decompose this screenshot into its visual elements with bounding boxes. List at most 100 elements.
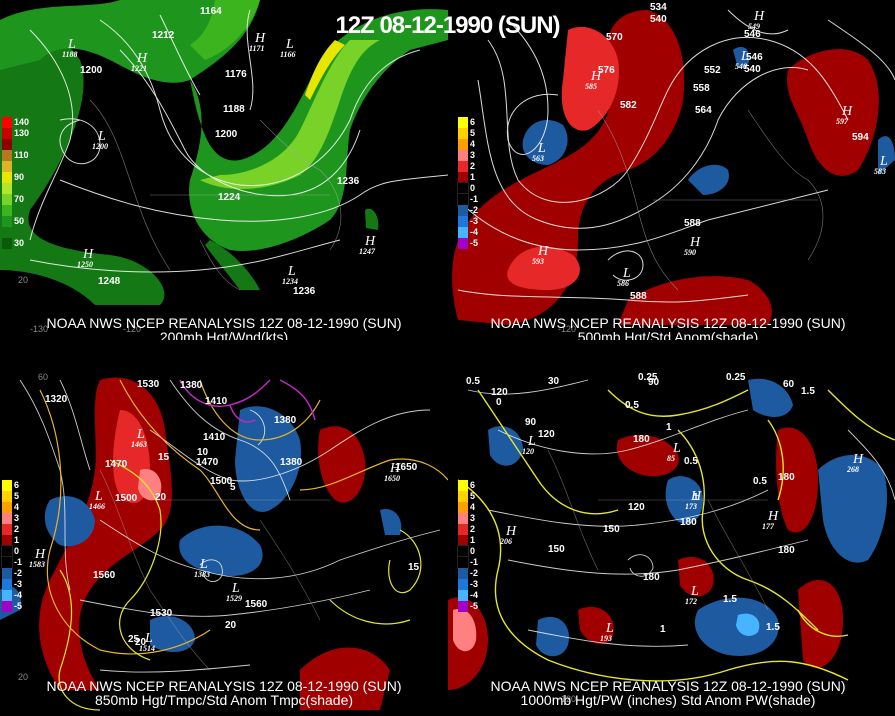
colorbar-swatch — [2, 579, 12, 590]
colorbar-label: -5 — [14, 601, 23, 611]
contour-label: 1500 — [210, 476, 233, 487]
panel-title-850mb: NOAA NWS NCEP REANALYSIS 12Z 08-12-1990 … — [4, 679, 444, 707]
colorbar-swatch — [458, 513, 468, 524]
temp-label: 20 — [155, 492, 167, 503]
pw-label: 0.5 — [466, 376, 480, 387]
warm-anomaly-west — [452, 10, 685, 325]
colorbar-label: 90 — [14, 172, 25, 182]
contour-label: 564 — [695, 105, 712, 116]
height-contours-1000mb — [467, 379, 895, 647]
contour-label: 1560 — [93, 570, 116, 581]
center-value: 1234 — [282, 277, 298, 286]
map-borders-200mb — [89, 99, 342, 291]
pw-label: 0.5 — [753, 476, 767, 487]
jet-core-east — [200, 40, 380, 190]
colorbar-swatch — [458, 590, 468, 601]
center-value: 597 — [836, 117, 849, 126]
contour-label: 90 — [648, 377, 660, 388]
jet-shade-northwest — [0, 0, 260, 83]
contour-label: 558 — [693, 83, 710, 94]
colorbar-swatch — [2, 150, 12, 161]
center-value: 1583 — [29, 560, 45, 569]
cold-anomaly-central — [688, 164, 729, 195]
colorbar-swatch — [2, 568, 12, 579]
temp-label: 15 — [408, 562, 420, 573]
center-value: 586 — [617, 279, 629, 288]
center-value: 1247 — [359, 247, 376, 256]
high-center: H — [852, 452, 864, 467]
colorbar-swatch — [458, 535, 468, 546]
colorbar-swatch — [2, 238, 12, 249]
colorbar-swatch — [2, 128, 12, 139]
cold-anomaly-850-se — [380, 509, 402, 535]
pw-anomaly-south-red — [678, 556, 714, 597]
colorbar-label: -3 — [14, 579, 23, 589]
colorbar-label: 6 — [470, 480, 476, 490]
colorbar-label: -1 — [470, 194, 479, 204]
height-contours-850mb — [19, 379, 441, 673]
contour-label: 594 — [852, 132, 869, 143]
colorbar-swatch — [458, 579, 468, 590]
colorbar-swatch — [2, 194, 12, 205]
colorbar-label: -2 — [470, 205, 479, 215]
center-value: 268 — [846, 465, 859, 474]
panel-title-line2: 1000mb Hgt/PW (inches) Std Anom PW(shade… — [520, 692, 816, 708]
colorbar-label: -4 — [470, 227, 479, 237]
map-borders-1000mb — [547, 449, 769, 611]
pw-label: 1 — [660, 624, 666, 635]
center-value: 172 — [685, 597, 697, 606]
contour-label: 552 — [704, 65, 721, 76]
high-center: H — [767, 509, 779, 524]
low-center: L — [97, 129, 106, 144]
axis-tick: -130 — [30, 324, 48, 334]
high-center: H — [82, 247, 94, 262]
pw-label: 0.5 — [684, 456, 698, 467]
colorbar-label: 0 — [14, 546, 20, 556]
jet-max — [305, 40, 345, 100]
center-value: 583 — [874, 167, 886, 176]
center-value: 177 — [762, 522, 775, 531]
pw-anomaly-southeast-red — [798, 580, 843, 668]
colorbar-label: 5 — [470, 491, 476, 501]
cold-anomaly-850-central — [179, 525, 263, 576]
colorbar-label: -2 — [470, 568, 479, 578]
center-value: 1466 — [89, 502, 105, 511]
temp-contours-orange — [39, 379, 448, 655]
contour-label: 1470 — [196, 457, 219, 468]
contour-label: 1176 — [225, 69, 247, 80]
temp-label: 20 — [225, 620, 237, 631]
panel-850mb: 1320 1380 1530 1410 1380 1470 1410 1500 1470 1500… — [0, 370, 448, 716]
center-value: 1250 — [77, 260, 93, 269]
panel-title-200mb: NOAA NWS NCEP REANALYSIS 12Z 08-12-1990 … — [4, 316, 444, 340]
panel-title-500mb: NOAA NWS NCEP REANALYSIS 12Z 08-12-1990 … — [448, 316, 888, 340]
colorbar-label: 50 — [14, 216, 25, 226]
contour-label: 60 — [783, 379, 795, 390]
low-center: L — [144, 631, 153, 646]
colorbar-label: 0 — [470, 183, 476, 193]
warm-anomaly-core — [507, 246, 580, 290]
pw-anomaly-nw-blue — [488, 426, 523, 466]
jet-core-north — [190, 0, 260, 60]
axis-tick: 20 — [18, 275, 28, 285]
low-center: L — [605, 621, 614, 636]
colorbar-label: -5 — [470, 238, 479, 248]
contour-label: 90 — [525, 417, 537, 428]
center-value: 206 — [499, 537, 512, 546]
low-center: L — [136, 427, 145, 442]
high-center: H — [590, 69, 602, 84]
axis-tick: -120 — [123, 324, 141, 334]
warm-anomaly-east — [787, 49, 879, 176]
colorbar-label: -5 — [470, 601, 479, 611]
colorbar-swatch — [2, 216, 12, 227]
colorbar-swatch — [2, 590, 12, 601]
pw-label: 1 — [666, 422, 672, 433]
contour-label: 1200 — [215, 129, 238, 140]
pw-label: 1.5 — [766, 622, 780, 633]
contour-label: 1164 — [200, 6, 222, 17]
contour-label: 180 — [778, 472, 795, 483]
contour-label: 1560 — [245, 599, 268, 610]
colorbar-swatch — [458, 205, 468, 216]
high-center: H — [841, 104, 853, 119]
colorbar-swatch — [1, 545, 13, 558]
contour-label: 1380 — [180, 380, 203, 391]
